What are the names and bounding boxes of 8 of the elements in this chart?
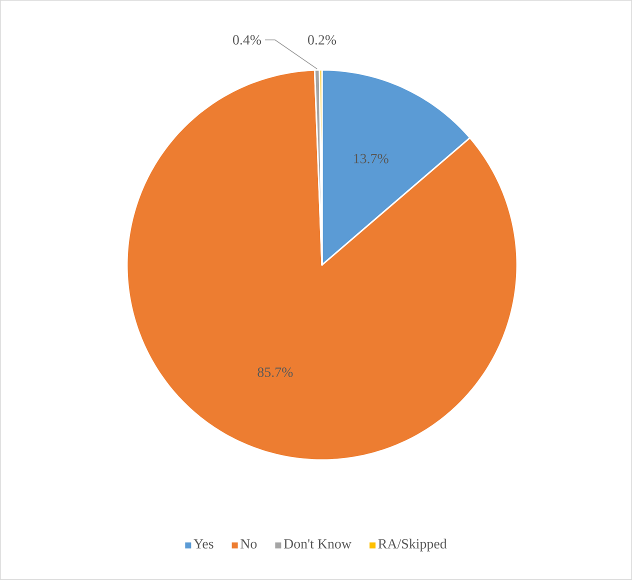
- legend-label: Don't Know: [284, 539, 352, 549]
- data-label: 13.7%: [354, 154, 388, 164]
- legend-label: No: [240, 539, 257, 549]
- legend-label: Yes: [194, 539, 214, 549]
- legend-label: RA/Skipped: [378, 538, 447, 552]
- data-label: 0.2%: [308, 35, 336, 45]
- data-label: 85.7%: [258, 368, 293, 377]
- data-label: 0.4%: [232, 35, 262, 45]
